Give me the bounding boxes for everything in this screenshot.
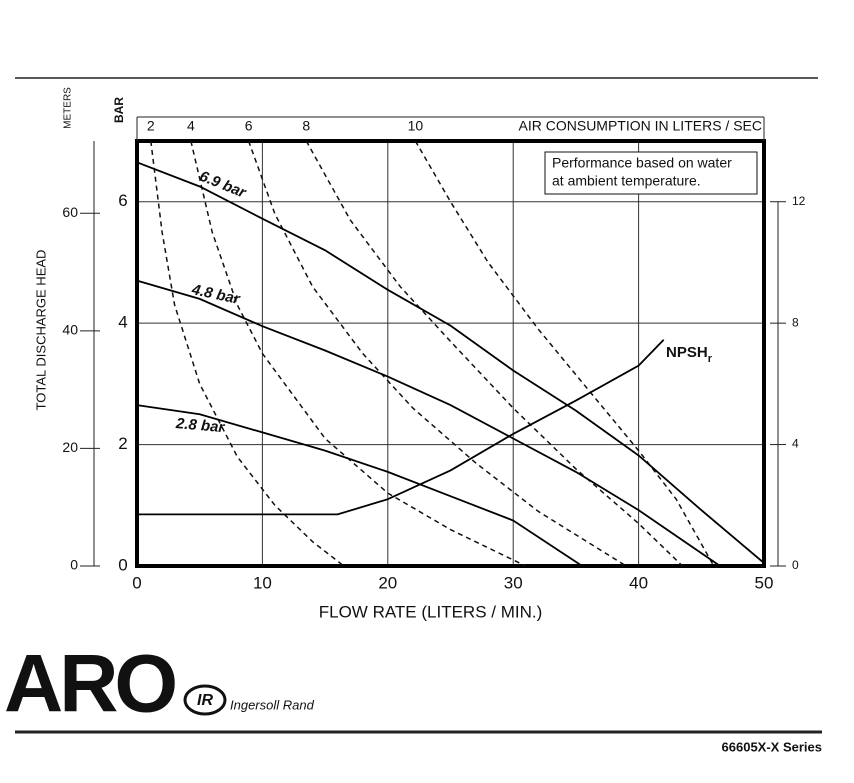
series-subscript: r xyxy=(708,353,713,365)
y-tick-label: 6 xyxy=(118,191,127,210)
air-label: 6 xyxy=(245,118,253,134)
series-line xyxy=(136,404,583,567)
note-box xyxy=(544,151,758,195)
x-tick-label: 40 xyxy=(629,573,648,592)
air-label: 4 xyxy=(187,118,195,134)
air-curve xyxy=(247,140,627,567)
series-label: 2.8 bar xyxy=(174,415,226,436)
air-label: 10 xyxy=(408,118,424,134)
air-curve xyxy=(190,140,527,567)
x2-label: AIR CONSUMPTION IN LITERS / SEC xyxy=(519,118,762,134)
brand: ARO xyxy=(4,639,175,730)
air-curve xyxy=(414,140,715,567)
model: 66605X-X Series xyxy=(722,739,822,754)
series-name: 4.8 bar xyxy=(189,281,242,308)
logo: IR xyxy=(197,692,213,709)
series-label: 6.9 bar xyxy=(197,168,249,202)
bar-label: BAR xyxy=(112,97,126,123)
air-curve xyxy=(150,140,345,567)
series-name: 2.8 bar xyxy=(174,415,226,436)
air-label: 8 xyxy=(302,118,310,134)
air-curve xyxy=(305,140,684,567)
series-line xyxy=(137,339,665,516)
y-tick-label: 0 xyxy=(118,555,127,574)
series-label: NPSHr xyxy=(666,344,713,365)
meters-tick-label: 0 xyxy=(70,557,78,573)
x-tick-label: 50 xyxy=(755,573,774,592)
series-line xyxy=(136,161,765,564)
y-tick-label: 2 xyxy=(118,434,127,453)
meters-tick-label: 60 xyxy=(62,204,78,220)
series-name: NPSH xyxy=(666,344,708,361)
y2-tick-label: 4 xyxy=(792,437,799,451)
meters-tick-label: 20 xyxy=(62,439,78,455)
series-name: 6.9 bar xyxy=(197,168,249,202)
meters-tick-label: 40 xyxy=(62,322,78,338)
y-tick-label: 4 xyxy=(118,313,127,332)
x-tick-label: 30 xyxy=(504,573,523,592)
y-axis-title: TOTAL DISCHARGE HEAD xyxy=(33,250,48,411)
y2-tick-label: 12 xyxy=(792,194,806,208)
x-tick-label: 20 xyxy=(378,573,397,592)
y2-tick-label: 0 xyxy=(792,558,799,572)
air-label: 2 xyxy=(147,118,155,134)
y2-tick-label: 8 xyxy=(792,315,799,329)
note-text: Performance based on water xyxy=(552,155,732,171)
logo-ring xyxy=(183,684,227,716)
series-line xyxy=(136,279,721,567)
meters-label: METERS xyxy=(63,87,74,129)
x-tick-label: 0 xyxy=(132,573,141,592)
series-label: 4.8 bar xyxy=(189,281,242,308)
x-tick-label: 10 xyxy=(253,573,272,592)
plot-frame xyxy=(135,139,766,568)
x-axis-title: FLOW RATE (LITERS / MIN.) xyxy=(319,602,543,621)
note-text: at ambient temperature. xyxy=(552,173,701,189)
company: Ingersoll Rand xyxy=(230,697,315,712)
